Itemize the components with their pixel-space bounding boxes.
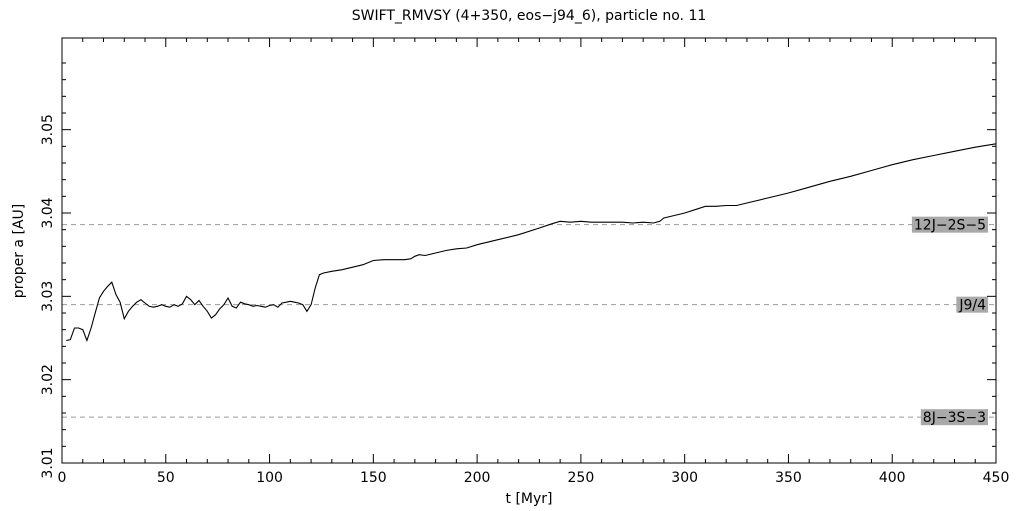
- resonance-label: J9/4: [958, 298, 986, 314]
- series-layer: [66, 143, 997, 343]
- x-axis-label: t [Myr]: [506, 491, 553, 507]
- x-tick-label: 250: [568, 470, 595, 486]
- axis-ticks: 0 50 100 150 200 250 300 350 400 450 3.01 3.02 3.03 3…: [40, 38, 1009, 486]
- x-tick-label: 50: [157, 470, 175, 486]
- resonance-label-bg: [956, 296, 989, 313]
- x-tick-label: 350: [775, 470, 802, 486]
- x-tick-label: 0: [58, 470, 67, 486]
- y-tick-label: 3.04: [40, 197, 56, 228]
- x-tick-label: 150: [360, 470, 387, 486]
- x-tick-label: 450: [983, 470, 1010, 486]
- y-tick-label: 3.05: [40, 114, 56, 145]
- x-tick-label: 200: [464, 470, 491, 486]
- reference-lines: 12J−2S−5 J9/4 8J−3S−3: [62, 216, 996, 426]
- y-tick-label: 3.03: [40, 281, 56, 312]
- resonance-label-bg: [911, 216, 988, 233]
- axes-frame: [61, 37, 997, 464]
- resonance-label-bg: [920, 409, 988, 426]
- proper-a-series-line: [66, 143, 997, 343]
- x-tick-label: 300: [671, 470, 698, 486]
- chart-title: SWIFT_RMVSY (4+350, eos−j94_6), particle…: [352, 8, 707, 24]
- y-tick-label: 3.02: [40, 364, 56, 395]
- x-tick-label: 400: [879, 470, 906, 486]
- y-axis-label: proper a [AU]: [11, 204, 27, 298]
- resonance-label: 12J−2S−5: [914, 218, 986, 234]
- x-tick-label: 100: [256, 470, 283, 486]
- resonance-label: 8J−3S−3: [923, 410, 986, 426]
- y-tick-label: 3.01: [40, 447, 56, 478]
